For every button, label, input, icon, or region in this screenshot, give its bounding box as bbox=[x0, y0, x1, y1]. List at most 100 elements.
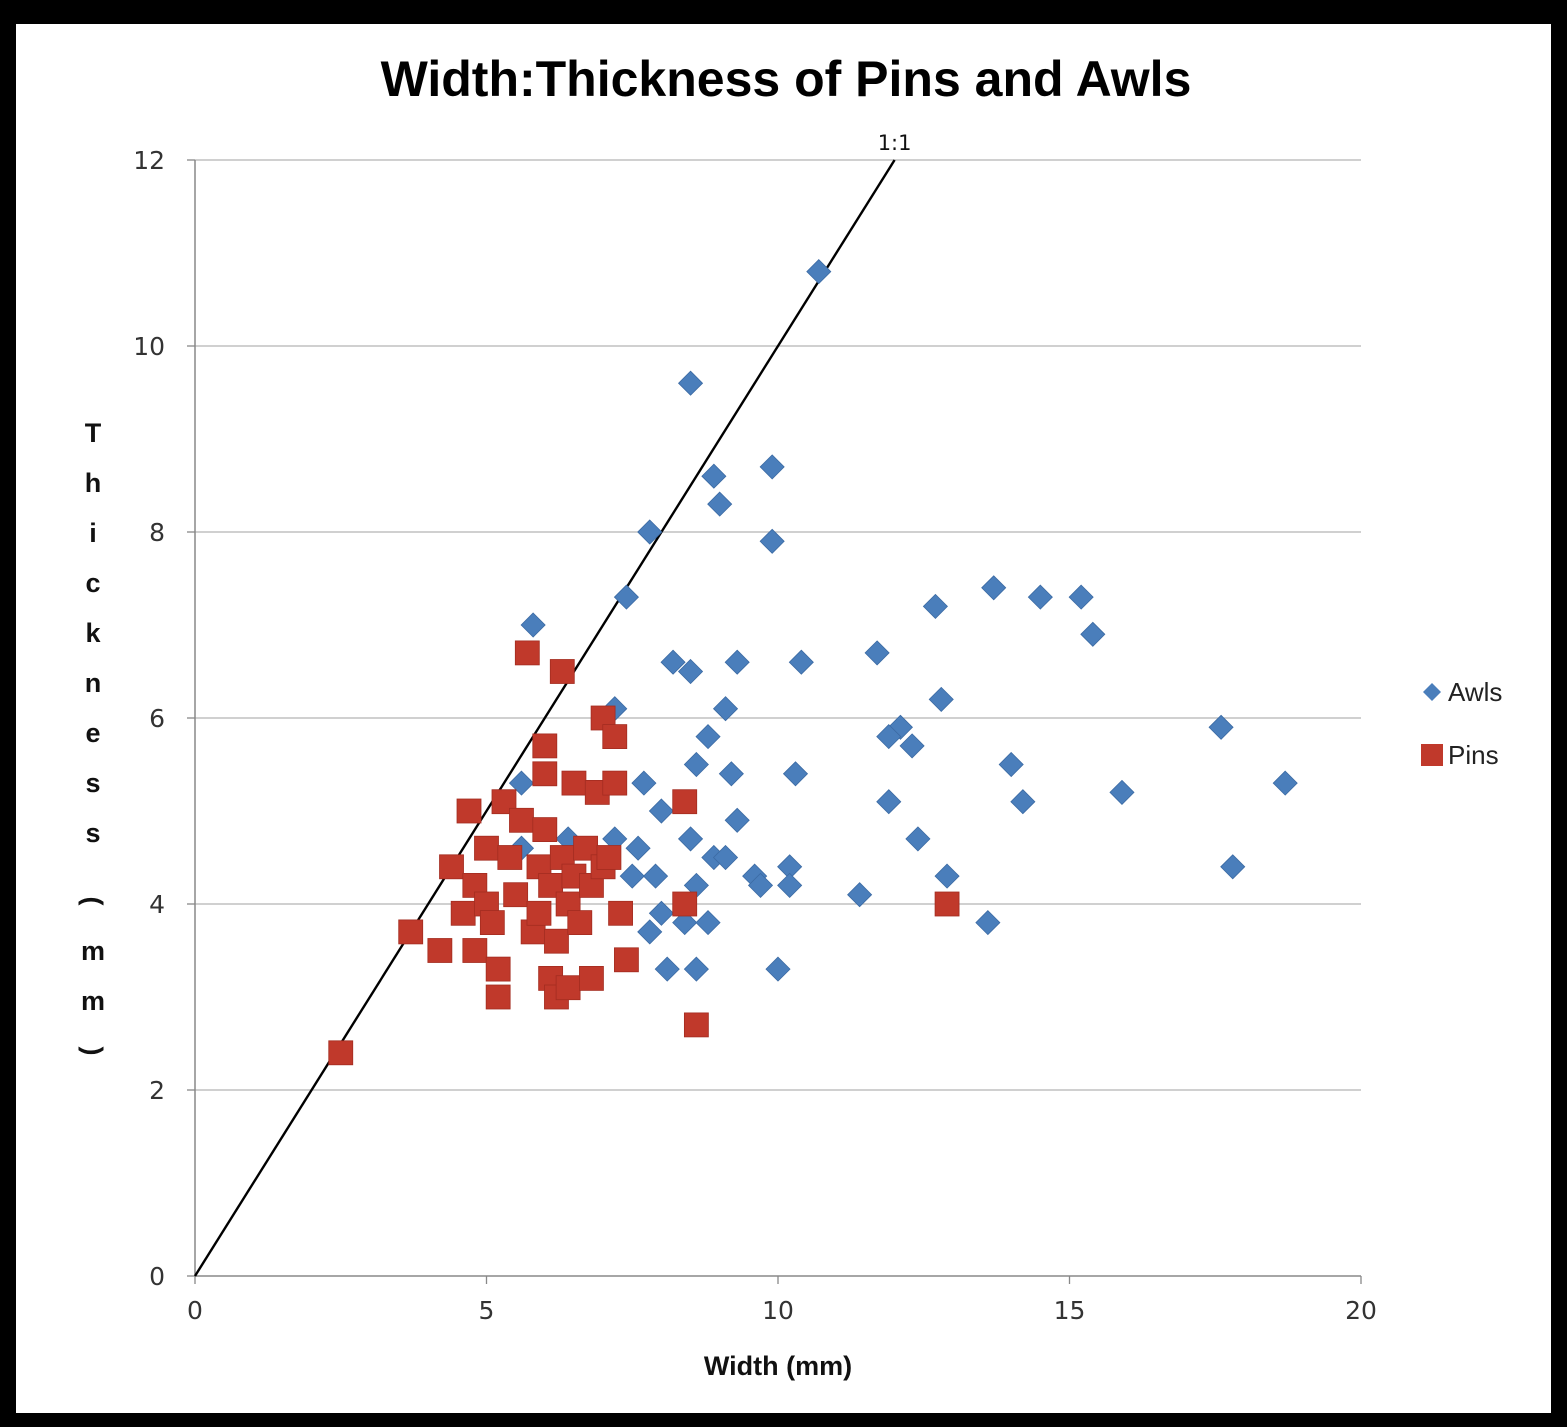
scatter-chart: Width:Thickness of Pins and Awls 0 5 10 15 2… bbox=[78, 51, 1502, 1381]
x-tick-label: 0 bbox=[187, 1296, 203, 1325]
pin-point bbox=[526, 854, 552, 880]
awl-point bbox=[777, 872, 803, 898]
series-awls bbox=[508, 259, 1298, 982]
pin-point bbox=[462, 938, 488, 963]
awl-point bbox=[672, 910, 698, 936]
awl-point bbox=[613, 584, 639, 610]
y-tick-label: 2 bbox=[149, 1076, 165, 1105]
chart-title: Width:Thickness of Pins and Awls bbox=[381, 51, 1192, 107]
pin-point bbox=[456, 798, 482, 824]
awl-point bbox=[899, 733, 925, 759]
awl-point bbox=[683, 751, 709, 778]
awl-point bbox=[934, 863, 960, 889]
awl-point bbox=[712, 696, 739, 722]
awl-point bbox=[876, 724, 902, 750]
pin-point bbox=[497, 845, 523, 870]
awl-point bbox=[1220, 854, 1246, 880]
awl-point bbox=[905, 826, 931, 852]
awl-point bbox=[619, 863, 645, 889]
awl-point bbox=[648, 900, 674, 926]
pin-point bbox=[328, 1040, 354, 1066]
pin-point bbox=[934, 891, 960, 917]
awl-point bbox=[637, 919, 663, 945]
y-label-char: e bbox=[85, 718, 100, 748]
pin-point bbox=[614, 947, 639, 973]
awl-point bbox=[1109, 779, 1135, 805]
y-tick-label: 4 bbox=[149, 890, 165, 919]
horizontal-gridlines bbox=[195, 159, 1361, 1091]
awl-point bbox=[1027, 584, 1053, 610]
x-tick-label: 10 bbox=[762, 1296, 794, 1325]
x-tick-label: 15 bbox=[1054, 1296, 1086, 1325]
y-label-char: m bbox=[81, 936, 105, 966]
y-tick-labels: 0 2 4 6 8 10 12 bbox=[133, 146, 195, 1291]
awl-point bbox=[847, 882, 873, 908]
awl-point bbox=[788, 649, 814, 675]
y-label-char: ) bbox=[78, 1047, 108, 1056]
pin-point bbox=[526, 900, 552, 926]
awl-point bbox=[747, 872, 774, 898]
pin-point bbox=[532, 733, 558, 759]
awl-point bbox=[637, 519, 663, 545]
awl-point bbox=[1208, 714, 1234, 740]
awl-point bbox=[1272, 770, 1298, 796]
pin-point bbox=[555, 975, 581, 1001]
legend-awls-label: Awls bbox=[1448, 677, 1502, 707]
y-label-char: k bbox=[85, 618, 101, 648]
awl-point bbox=[643, 863, 669, 889]
awl-point bbox=[520, 612, 546, 638]
awl-point bbox=[876, 789, 902, 815]
pin-point bbox=[532, 817, 558, 842]
awl-point bbox=[975, 910, 1001, 936]
pin-point bbox=[579, 966, 604, 991]
y-label-char: c bbox=[85, 568, 100, 598]
pin-point bbox=[514, 640, 540, 666]
chart-frame: Width:Thickness of Pins and Awls 0 5 10 15 2… bbox=[16, 24, 1551, 1413]
legend: Awls Pins bbox=[1421, 677, 1502, 770]
pin-point bbox=[672, 891, 698, 917]
awl-point bbox=[654, 956, 680, 982]
awl-point bbox=[648, 798, 674, 824]
pin-point bbox=[672, 789, 698, 815]
awl-point bbox=[677, 658, 704, 685]
awl-point bbox=[998, 751, 1024, 778]
pin-point bbox=[427, 938, 453, 963]
awl-point bbox=[677, 370, 704, 396]
awl-point bbox=[806, 259, 832, 285]
pin-point bbox=[503, 882, 529, 908]
pin-point bbox=[398, 919, 424, 945]
y-label-char: s bbox=[85, 768, 100, 798]
pin-point bbox=[608, 900, 633, 926]
pin-point bbox=[450, 900, 476, 926]
pin-point bbox=[485, 984, 511, 1010]
one-to-one-line bbox=[193, 159, 896, 1277]
pin-point bbox=[474, 835, 499, 861]
awl-point bbox=[712, 844, 739, 871]
y-tick-label: 6 bbox=[149, 704, 165, 733]
series-pins bbox=[328, 640, 960, 1066]
pin-point bbox=[509, 807, 534, 833]
pin-point bbox=[549, 659, 575, 684]
pin-point bbox=[602, 770, 628, 796]
y-label-char: n bbox=[85, 668, 102, 698]
legend-pins-marker bbox=[1421, 744, 1443, 766]
awl-point bbox=[695, 910, 721, 936]
y-label-char: T bbox=[85, 418, 102, 448]
pin-point bbox=[567, 910, 593, 935]
awl-point bbox=[683, 956, 709, 982]
pin-point bbox=[439, 854, 464, 880]
awl-point bbox=[1010, 789, 1036, 815]
pin-point bbox=[485, 956, 511, 982]
awl-point bbox=[981, 575, 1007, 601]
awl-point bbox=[677, 826, 704, 852]
y-tick-label: 12 bbox=[133, 146, 165, 175]
awl-point bbox=[695, 724, 721, 750]
pin-point bbox=[479, 910, 505, 935]
awl-point bbox=[759, 454, 785, 480]
awl-point bbox=[724, 649, 750, 675]
awl-point bbox=[759, 528, 785, 554]
awl-point bbox=[660, 649, 686, 675]
pin-point bbox=[544, 928, 569, 954]
pin-point bbox=[596, 845, 622, 870]
pin-point bbox=[532, 761, 558, 787]
